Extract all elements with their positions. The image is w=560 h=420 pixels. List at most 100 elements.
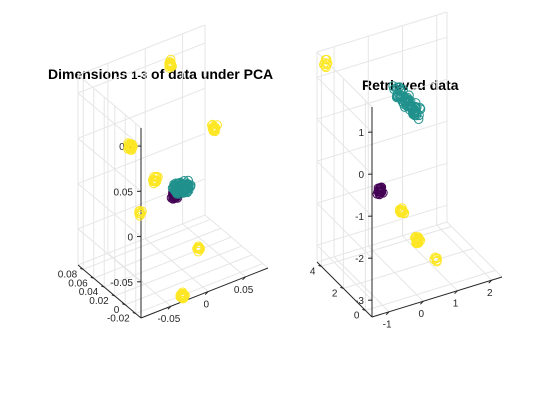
y-tick-label: -0.02	[107, 314, 130, 325]
scatter-point	[376, 182, 387, 193]
x-axis-line	[140, 267, 269, 319]
y-tick-label: 0	[354, 310, 360, 321]
y-tick-label: 2	[332, 288, 338, 299]
y-tick-mark	[111, 294, 115, 297]
scatter-point	[164, 63, 174, 73]
scatter-point	[374, 183, 385, 194]
x-tick-mark	[204, 291, 209, 295]
pca-plot-title: Dimensions 1-3 of data under PCA	[48, 66, 273, 82]
y-axis-line	[316, 261, 373, 318]
scatter-point	[165, 57, 175, 68]
grid-line	[77, 92, 142, 147]
scatter-point	[397, 206, 408, 217]
grid-line	[125, 254, 253, 306]
pca-plot[interactable]: Dimensions 1-3 of data under PCA -0.0500…	[48, 24, 273, 325]
retrieved-plot-tick-labels: -1 0 1 2 0 2 4 -3 -2 -1 0 1	[310, 128, 493, 331]
grid-line	[114, 245, 242, 297]
z-tick-label: -3	[355, 296, 364, 307]
retrieved-plot-title: Retrieved data	[362, 77, 459, 93]
grid-line	[316, 244, 373, 301]
grid-line	[316, 160, 373, 217]
z-tick-label: 0	[358, 170, 364, 181]
retrieved-plot-grid	[316, 11, 503, 313]
scatter-point	[193, 241, 204, 251]
scatter-point	[320, 61, 330, 71]
box-edge	[316, 221, 448, 263]
x-tick-label: 2	[487, 288, 493, 299]
y-tick-label: 0	[114, 305, 120, 316]
y-axis-line	[77, 264, 142, 319]
pca-plot-markers	[123, 54, 222, 304]
grid-line	[367, 245, 424, 302]
z-tick-label: 0.05	[114, 187, 134, 198]
grid-line	[316, 76, 373, 133]
scatter-point	[151, 171, 162, 182]
scatter-point	[169, 179, 179, 190]
grid-line	[83, 218, 211, 270]
scatter-point	[128, 141, 138, 152]
retrieved-plot-axes	[316, 107, 503, 318]
z-tick-label: -0.05	[110, 278, 133, 289]
scatter-point	[179, 293, 189, 303]
scatter-point	[394, 82, 405, 92]
y-tick-mark	[80, 267, 84, 270]
scatter-point	[399, 208, 410, 219]
x-tick-mark	[167, 305, 172, 310]
box-edge	[446, 221, 503, 278]
x-tick-mark	[488, 279, 493, 284]
grid-line	[321, 225, 452, 267]
scatter-point	[409, 110, 420, 120]
grid-line	[316, 118, 373, 175]
pca-plot-axes	[77, 128, 269, 319]
retrieved-plot[interactable]: Retrieved data -1 0 1 2 0 2 4 -3 -2 -1 0 1	[310, 11, 503, 331]
grid-line	[436, 224, 493, 281]
grid-line	[316, 36, 448, 78]
x-tick-label: 0	[203, 300, 209, 311]
x-tick-label: 0	[419, 309, 425, 320]
scatter-point	[208, 125, 219, 135]
grid-line	[77, 42, 206, 94]
y-tick-label: 0.02	[89, 296, 109, 307]
scatter-point	[392, 84, 402, 95]
x-tick-label: -1	[383, 320, 392, 331]
scatter-point	[432, 253, 442, 263]
box-edge	[77, 24, 206, 76]
scatter-point	[408, 108, 418, 119]
y-tick-mark	[362, 308, 366, 311]
grid-line	[365, 269, 496, 311]
grid-line	[93, 227, 221, 279]
grid-line	[316, 204, 448, 246]
grid-line	[144, 238, 209, 292]
grid-line	[135, 263, 263, 315]
y-tick-mark	[318, 264, 322, 267]
scatter-point	[149, 176, 159, 187]
y-tick-mark	[90, 276, 94, 279]
z-tick-label: -1	[355, 212, 364, 223]
scatter-point	[319, 59, 329, 70]
scatter-point	[394, 206, 405, 217]
x-tick-label: -0.05	[157, 314, 180, 325]
scatter-point	[396, 91, 407, 101]
scatter-point	[392, 91, 403, 102]
scatter-point	[176, 180, 187, 190]
scatter-point	[137, 206, 147, 217]
x-tick-mark	[385, 311, 390, 316]
x-tick-label: 1	[453, 299, 459, 310]
scatter-point	[402, 92, 413, 103]
y-tick-label: 0.04	[79, 287, 99, 298]
scatter-point	[321, 62, 331, 73]
grid-line	[77, 228, 142, 283]
grid-line	[343, 247, 474, 289]
scatter-point	[431, 253, 441, 264]
grid-line	[77, 137, 142, 192]
grid-line	[77, 87, 206, 139]
scatter-point	[192, 243, 203, 253]
y-tick-mark	[101, 285, 105, 288]
x-tick-mark	[242, 276, 246, 281]
x-tick-mark	[454, 290, 458, 295]
grid-line	[316, 202, 373, 259]
grid-line	[77, 183, 142, 237]
scatter-point	[320, 54, 331, 65]
scatter-point	[179, 183, 189, 193]
